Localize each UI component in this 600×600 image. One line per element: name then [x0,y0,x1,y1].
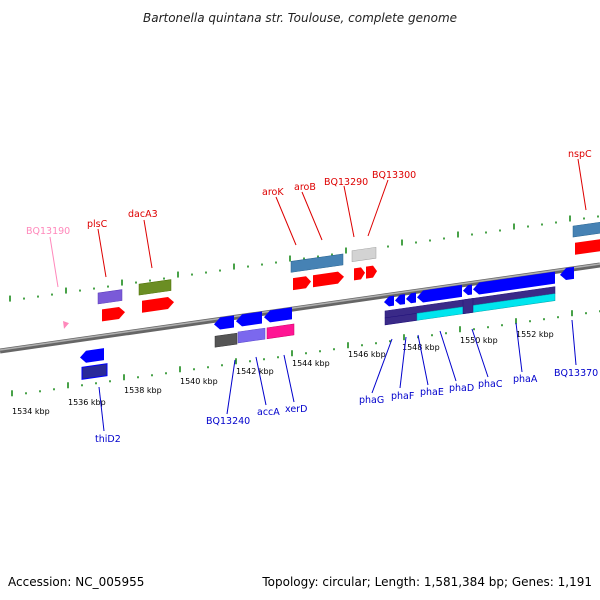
feature-cog-box [572,221,600,238]
forward-features [63,221,600,329]
tick-label: 1534 kbp [12,407,50,416]
feature-cog-box [214,332,238,348]
gene-arrow-phae [406,292,416,304]
feature-cog-box [138,279,172,296]
reverse-features [80,266,574,380]
tick-label: 1538 kbp [124,386,162,395]
gene-label-bq13300: BQ13300 [372,170,416,181]
gene-arrow-phac [463,284,472,296]
gene-label-nspc: nspC [568,149,592,160]
map-title: Bartonella quintana str. Toulouse, compl… [143,11,457,25]
gene-label-bq13290: BQ13290 [324,177,368,188]
feature-cog-box [97,289,123,305]
gene-arrow-daca3 [142,296,174,313]
tick-label: 1552 kbp [516,330,554,339]
gene-label-bq13190: BQ13190 [26,226,70,237]
gene-label-phaf: phaF [391,391,414,402]
feature-cog-box [81,363,108,380]
gene-arrow-bq13240 [214,315,234,330]
feature-cog-box [416,293,556,321]
gene-label-bq13240: BQ13240 [206,416,250,427]
tick-label: 1536 kbp [68,398,106,407]
gene-arrow-acca [236,311,262,327]
topology-summary: Topology: circular; Length: 1,581,384 bp… [261,575,592,589]
gene-arrow-phaf [395,294,405,305]
feature-cog-box [266,323,295,340]
feature-cog-box [237,327,266,344]
forward-labels: BQ13190 plsC dacA3 aroK aroB BQ13290 BQ1… [26,149,592,288]
gene-arrow-bq13300 [366,265,377,279]
reverse-labels: thiD2 BQ13240 accA xerD phaG phaF phaE p… [95,319,598,445]
gene-label-phaa: phaA [513,374,538,385]
gene-arrow-xerd [264,307,292,323]
gene-label-arob: aroB [294,182,316,193]
gene-label-acca: accA [257,407,280,418]
gene-arrow-phad [417,284,462,303]
tick-label: 1546 kbp [348,350,386,359]
gene-label-daca3: dacA3 [128,209,158,220]
genome-backbone [0,262,600,354]
gene-arrow-arok [293,276,311,291]
gene-label-phae: phaE [420,387,444,398]
gene-label-arok: aroK [262,187,284,198]
gene-arrow-thid2 [80,348,104,363]
forward-tick-row [9,215,599,302]
gene-arrow-phag [384,295,394,307]
gene-label-phad: phaD [449,383,474,394]
gene-label-thid2: thiD2 [95,434,121,445]
gene-arrow-bq13370 [560,266,574,281]
gene-label-xerd: xerD [285,404,307,415]
gene-arrow-phaa [473,271,555,295]
tick-label: 1542 kbp [236,367,274,376]
gene-label-phag: phaG [359,395,384,406]
tick-label: 1550 kbp [460,336,498,345]
gene-arrow-bq13290 [354,267,365,281]
feature-cog-box [351,246,377,262]
tick-label: 1544 kbp [292,359,330,368]
feature-cog-box [290,253,344,273]
gene-arrow-nspc [575,239,600,255]
feature-cog-box [462,298,474,315]
accession-text: Accession: NC_005955 [8,575,144,589]
gene-label-bq13370: BQ13370 [554,368,598,379]
gene-arrow-plsc [102,306,125,322]
gene-arrow-arob [313,271,344,288]
gene-label-plsc: plsC [87,219,108,230]
tick-label: 1540 kbp [180,377,218,386]
pseudogene-marker [63,320,69,329]
gene-label-phac: phaC [478,379,503,390]
